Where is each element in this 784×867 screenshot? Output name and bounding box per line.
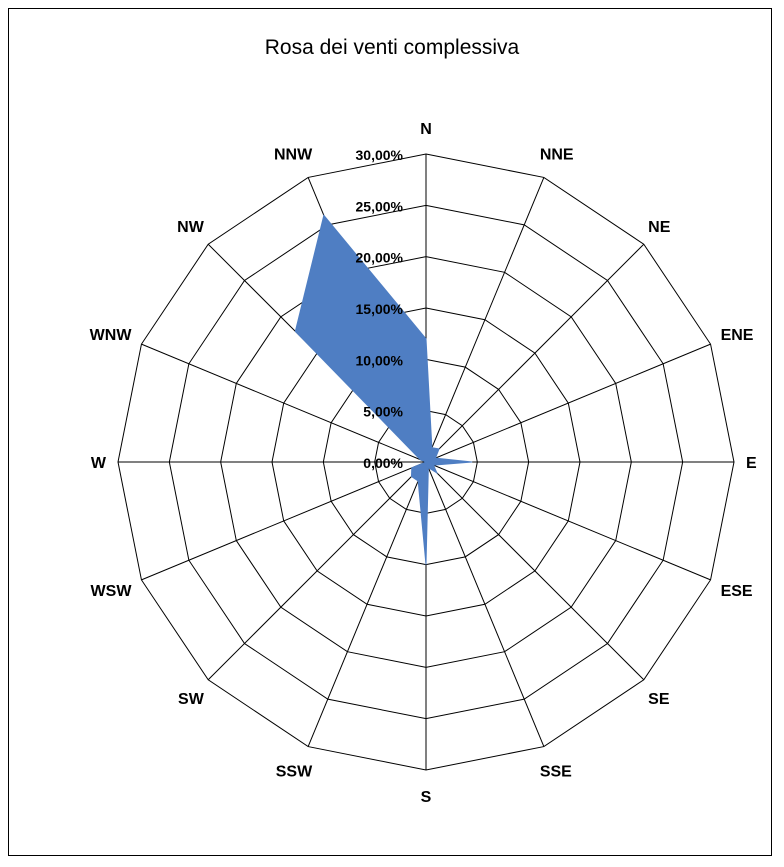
data-series <box>294 214 473 565</box>
axis-label-ene: ENE <box>721 327 754 344</box>
spoke-sse <box>425 461 545 747</box>
chart-title: Rosa dei venti complessiva <box>264 36 520 59</box>
axis-label-ne: NE <box>648 219 671 236</box>
tick-label-5: 25,00% <box>356 198 404 214</box>
chart-frame <box>8 8 772 856</box>
axis-labels: N NNE NE ENE E ESE SE SSE S SSW SW WSW W WNW NW NNW <box>90 121 757 806</box>
axis-label-nw: NW <box>177 219 205 236</box>
spoke-nne <box>425 177 545 463</box>
spoke-ese <box>425 461 711 581</box>
spoke-wnw <box>141 343 427 463</box>
axis-label-sse: SSE <box>540 764 572 781</box>
spoke-ene <box>425 343 711 463</box>
axis-label-ese: ESE <box>721 583 753 600</box>
tick-label-1: 5,00% <box>363 404 403 420</box>
tick-label-4: 20,00% <box>356 250 404 266</box>
axis-label-sw: SW <box>178 691 205 708</box>
spoke-sw <box>207 461 427 681</box>
axis-label-nnw: NNW <box>274 146 313 163</box>
series-area <box>294 214 473 565</box>
axis-label-ssw: SSW <box>276 764 313 781</box>
tick-label-3: 15,00% <box>356 301 404 317</box>
axis-label-n: N <box>420 121 432 138</box>
radar-grid <box>117 153 735 771</box>
axis-label-wnw: WNW <box>90 327 133 344</box>
axis-label-se: SE <box>648 691 670 708</box>
spoke-ne <box>425 243 645 463</box>
spoke-se <box>425 461 645 681</box>
tick-label-0: 0,00% <box>363 455 403 471</box>
spoke-ssw <box>307 461 427 747</box>
radial-tick-labels: 0,00% 5,00% 10,00% 15,00% 20,00% 25,00% 30,00% <box>356 147 404 471</box>
tick-label-6: 30,00% <box>356 147 404 163</box>
axis-label-w: W <box>91 455 107 472</box>
axis-label-s: S <box>421 789 432 806</box>
axis-label-wsw: WSW <box>91 583 133 600</box>
axis-label-e: E <box>746 455 757 472</box>
axis-label-nne: NNE <box>540 146 574 163</box>
tick-label-2: 10,00% <box>356 352 404 368</box>
spoke-wsw <box>141 461 427 581</box>
